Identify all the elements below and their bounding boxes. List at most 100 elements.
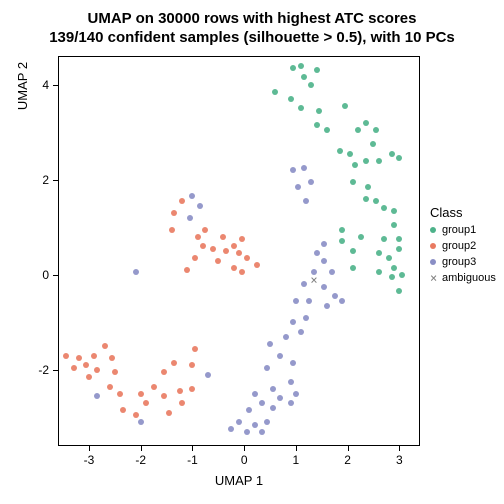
legend-item: group1: [430, 224, 496, 236]
data-point: [71, 365, 77, 371]
data-point: [288, 96, 294, 102]
legend-swatch: [430, 227, 436, 233]
data-point: [396, 236, 402, 242]
data-point: [231, 243, 237, 249]
data-point: [109, 355, 115, 361]
data-point: [138, 419, 144, 425]
data-point: [161, 393, 167, 399]
data-point: [91, 353, 97, 359]
data-point: [83, 362, 89, 368]
x-tick-mark: [348, 446, 349, 451]
data-point: [107, 384, 113, 390]
data-point: [133, 269, 139, 275]
data-point: [151, 384, 157, 390]
data-point: [329, 269, 335, 275]
data-point: [86, 374, 92, 380]
y-tick-label: 2: [31, 173, 49, 187]
data-point: [270, 405, 276, 411]
data-point: [264, 419, 270, 425]
data-point: [197, 203, 203, 209]
data-point: [342, 103, 348, 109]
data-point: [202, 227, 208, 233]
data-point: [236, 250, 242, 256]
data-point: [337, 148, 343, 154]
data-point: [350, 265, 356, 271]
data-point: [290, 360, 296, 366]
data-point: [277, 353, 283, 359]
data-point: [314, 250, 320, 256]
data-point: [288, 379, 294, 385]
data-point: [179, 400, 185, 406]
data-point: [314, 122, 320, 128]
data-point: [189, 193, 195, 199]
data-point: [267, 341, 273, 347]
data-point: [301, 74, 307, 80]
data-point: [324, 127, 330, 133]
data-point: [363, 120, 369, 126]
data-point: [324, 303, 330, 309]
data-point: [376, 250, 382, 256]
x-tick-mark: [141, 446, 142, 451]
data-point: [321, 284, 327, 290]
data-point: [200, 243, 206, 249]
data-point: [303, 315, 309, 321]
data-point: [301, 165, 307, 171]
data-point: [290, 319, 296, 325]
y-tick-mark: [53, 275, 58, 276]
data-point: [138, 391, 144, 397]
legend-title: Class: [430, 205, 496, 220]
data-point: [63, 353, 69, 359]
data-point: [306, 298, 312, 304]
y-tick-mark: [53, 85, 58, 86]
data-point: [301, 281, 307, 287]
legend-cross-icon: ×: [430, 272, 436, 284]
data-point: [321, 258, 327, 264]
x-tick-mark: [192, 446, 193, 451]
data-point: [189, 362, 195, 368]
data-point: [192, 255, 198, 261]
chart-container: UMAP on 30000 rows with highest ATC scor…: [0, 0, 504, 504]
data-point: [272, 89, 278, 95]
data-point: [391, 222, 397, 228]
legend-item: ×ambiguous: [430, 272, 496, 284]
data-point: [117, 391, 123, 397]
data-point: [396, 288, 402, 294]
x-tick-label: -1: [187, 453, 198, 467]
y-tick-mark: [53, 370, 58, 371]
title-line-2: 139/140 confident samples (silhouette > …: [0, 29, 504, 48]
data-point: [365, 184, 371, 190]
data-point: [239, 269, 245, 275]
data-point: [298, 329, 304, 335]
x-tick-mark: [296, 446, 297, 451]
data-point: [389, 274, 395, 280]
legend-item: group2: [430, 240, 496, 252]
data-point: [386, 255, 392, 261]
data-point: [133, 412, 139, 418]
data-point: [396, 155, 402, 161]
x-tick-mark: [399, 446, 400, 451]
x-tick-mark: [244, 446, 245, 451]
data-point: [396, 246, 402, 252]
data-point: [166, 410, 172, 416]
data-point: [171, 360, 177, 366]
data-point: [332, 293, 338, 299]
data-point: [177, 388, 183, 394]
data-point: [339, 238, 345, 244]
data-point: [363, 196, 369, 202]
data-point: [252, 391, 258, 397]
y-tick-mark: [53, 180, 58, 181]
data-point: [195, 234, 201, 240]
data-point: [102, 343, 108, 349]
data-point: [376, 158, 382, 164]
data-point: [350, 248, 356, 254]
data-point: [290, 65, 296, 71]
data-point: [252, 422, 258, 428]
x-tick-label: 1: [293, 453, 300, 467]
data-point: [239, 236, 245, 242]
data-point: [373, 127, 379, 133]
y-axis-label: UMAP 2: [15, 0, 30, 281]
data-point: [370, 141, 376, 147]
data-point: [373, 198, 379, 204]
x-tick-label: 3: [396, 453, 403, 467]
chart-title: UMAP on 30000 rows with highest ATC scor…: [0, 0, 504, 48]
